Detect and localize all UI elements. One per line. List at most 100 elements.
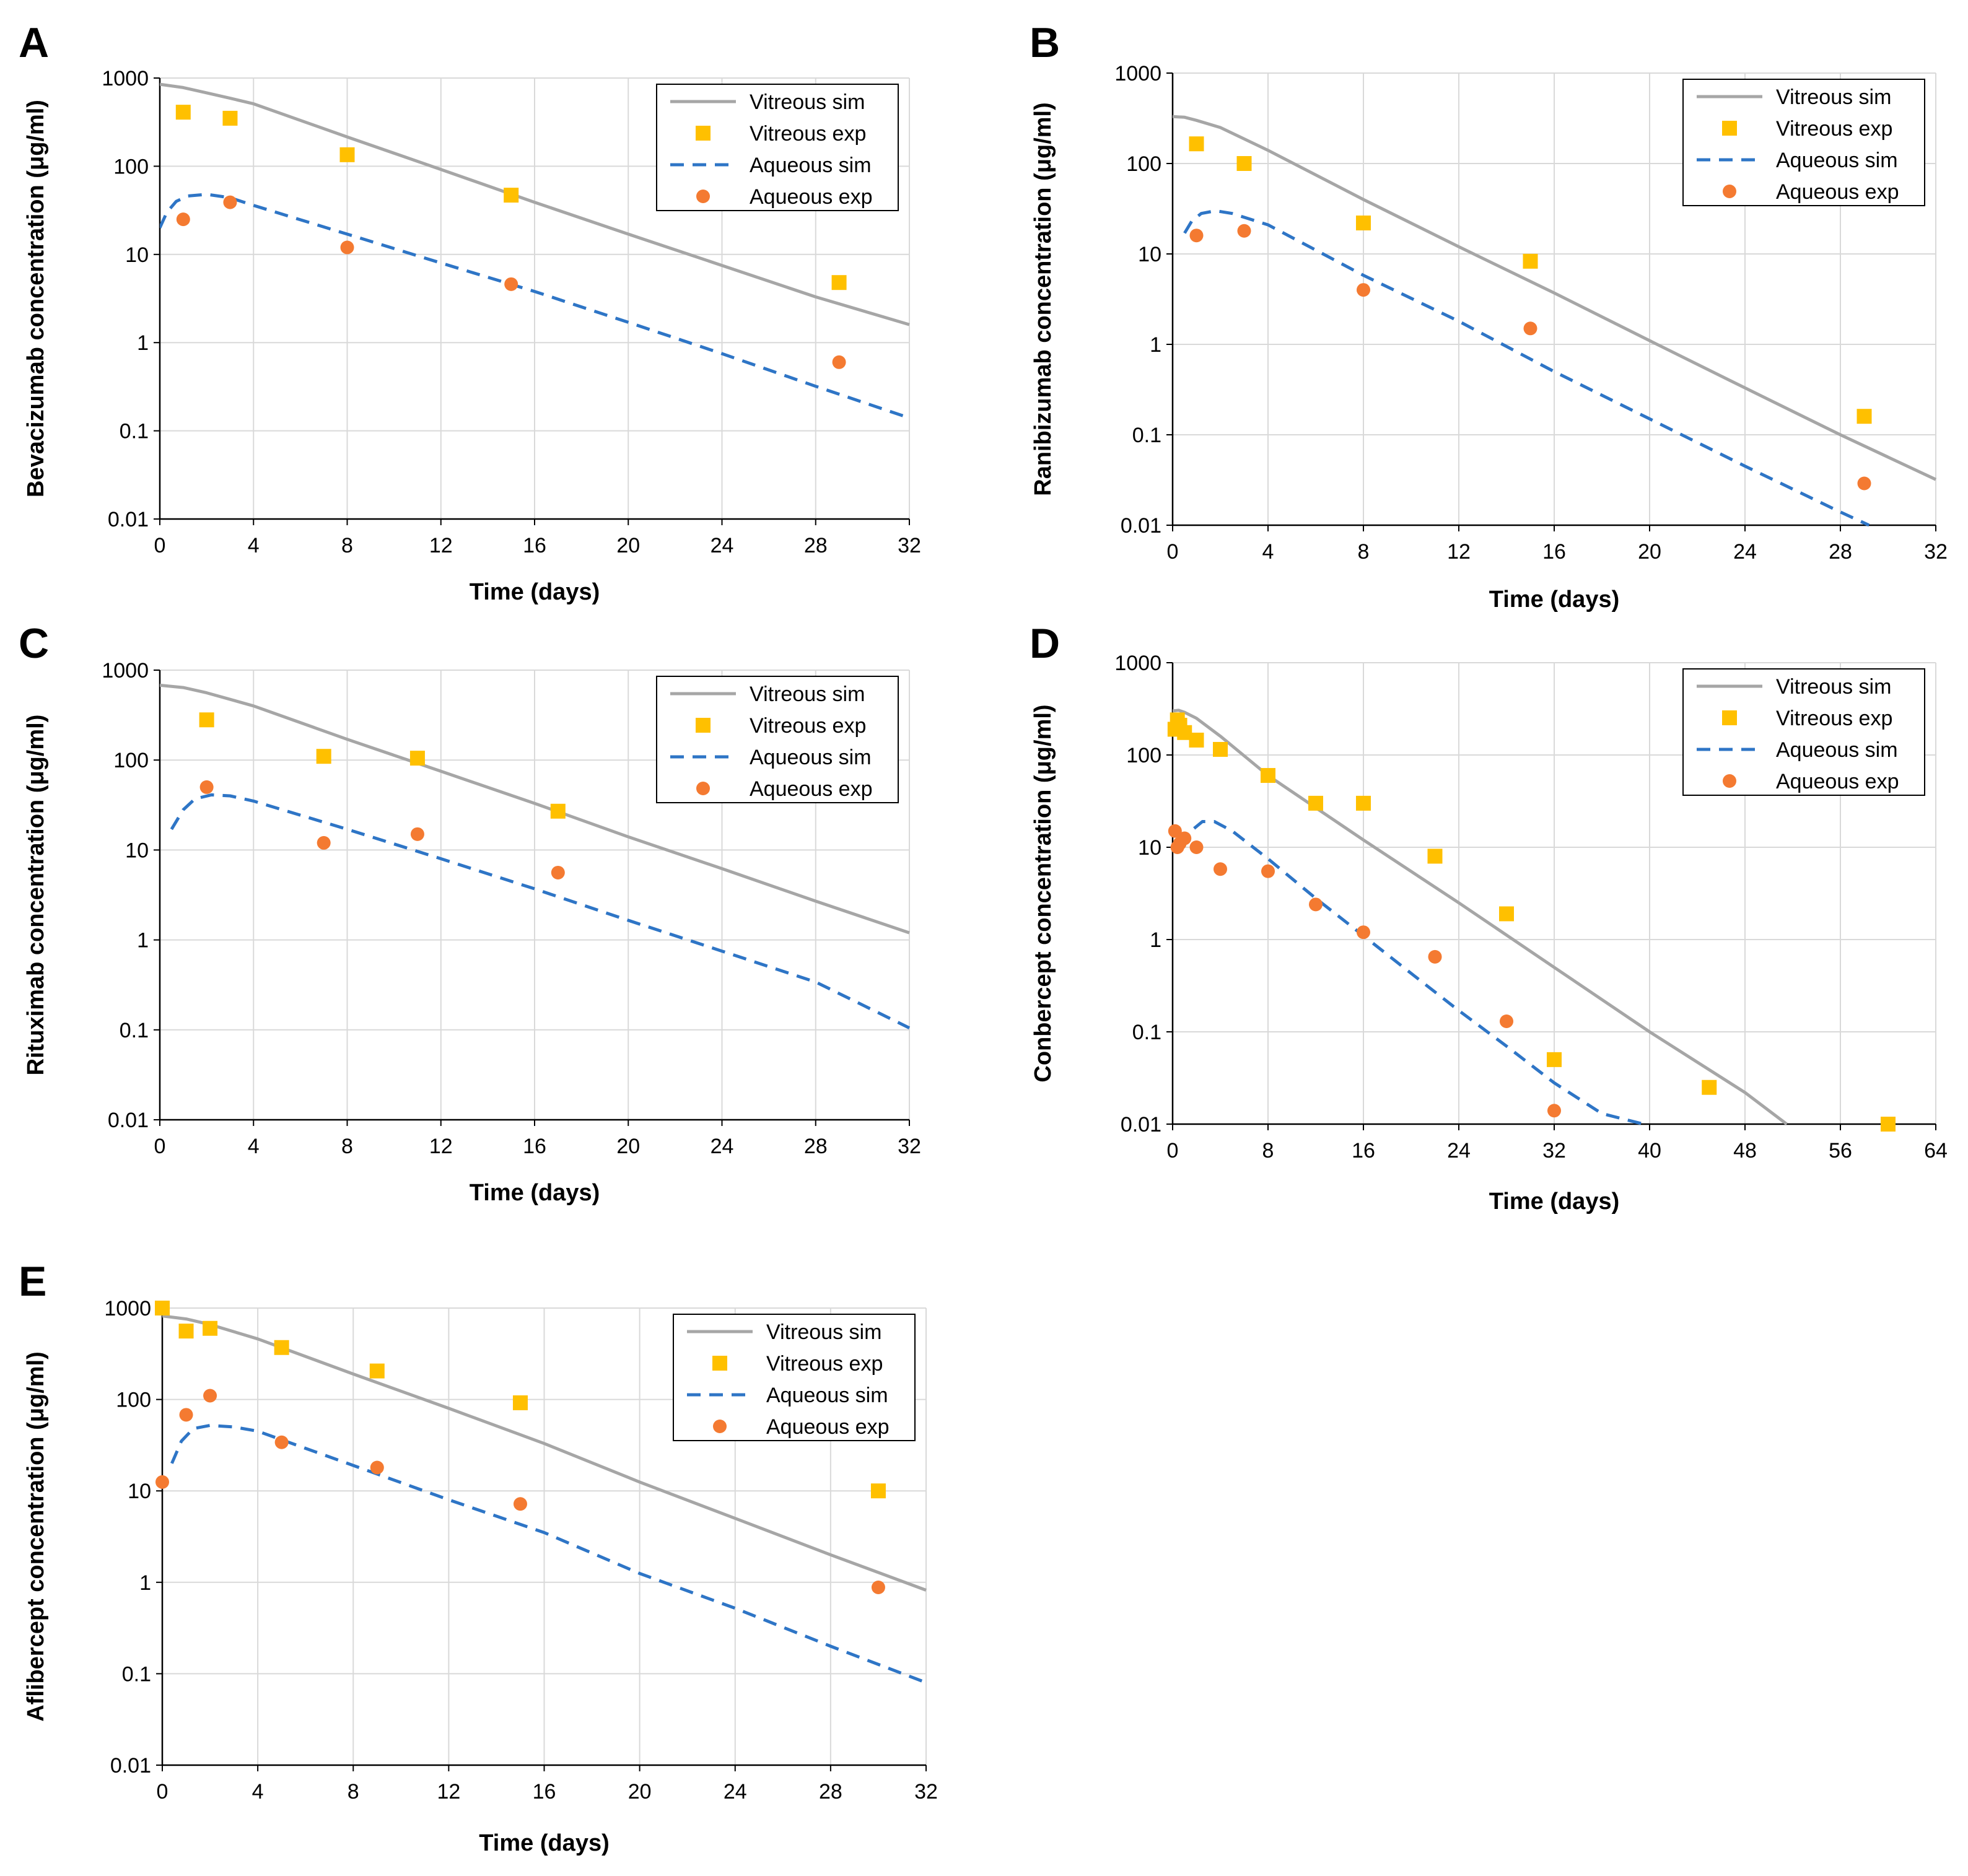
x-tick-label: 8	[1262, 1139, 1274, 1163]
y-tick-label: 1	[139, 1571, 151, 1595]
vitreous-exp-point	[409, 751, 425, 766]
y-tick-label: 0.1	[120, 1019, 149, 1042]
aqueous-exp-point	[1261, 864, 1275, 878]
aqueous-exp-point	[551, 865, 565, 879]
aqueous-sim-line	[1183, 209, 1870, 527]
legend-label: Vitreous exp	[1776, 707, 1892, 730]
legend-vitreous-exp-marker	[696, 126, 711, 141]
vitreous-exp-point	[339, 147, 355, 162]
y-axis-title: Bevacizumab concentration (μg/ml)	[23, 100, 49, 497]
legend-box	[656, 84, 899, 211]
x-tick-label: 8	[341, 1135, 353, 1158]
legend-label: Vitreous sim	[750, 90, 865, 114]
legend-label: Aqueous exp	[750, 185, 873, 209]
aqueous-exp-point	[176, 212, 190, 227]
panel-letter: D	[1030, 620, 1060, 667]
legend-label: Vitreous exp	[750, 122, 866, 146]
y-tick-label: 1000	[1114, 62, 1161, 85]
vitreous-exp-point	[512, 1395, 528, 1410]
x-tick-label: 8	[1358, 540, 1370, 564]
aqueous-exp-point	[1178, 831, 1192, 845]
legend-label: Aqueous sim	[1776, 149, 1898, 172]
legend-vitreous-exp-marker	[712, 1356, 727, 1371]
legend-box	[1682, 668, 1925, 796]
legend: Vitreous sim Vitreous exp Aqueous sim Aqueo…	[673, 1314, 916, 1441]
legend: Vitreous sim Vitreous exp Aqueous sim Aqueo…	[656, 676, 899, 803]
y-tick-label: 1	[137, 929, 149, 953]
y-tick-label: 0.1	[1132, 1021, 1161, 1044]
x-tick-label: 0	[154, 1135, 166, 1158]
chart-panel-d: D 0 8 16 24 32 40 48 56 64 0.01 0.1 1 10 100 1000 Time (…	[1030, 620, 1948, 1215]
vitreous-exp-point	[199, 712, 214, 728]
x-tick-label: 0	[1167, 540, 1179, 564]
y-tick-label: 1000	[102, 67, 149, 90]
panel-letter: E	[19, 1258, 46, 1305]
vitreous-exp-point	[1547, 1052, 1562, 1067]
x-axis-title: Time (days)	[479, 1830, 609, 1856]
aqueous-exp-point	[410, 827, 424, 841]
vitreous-exp-point	[369, 1363, 385, 1379]
x-tick-label: 64	[1924, 1139, 1948, 1163]
x-tick-label: 24	[711, 1135, 734, 1158]
legend: Vitreous sim Vitreous exp Aqueous sim Aqueo…	[1682, 668, 1925, 796]
x-tick-label: 0	[157, 1780, 168, 1804]
x-tick-label: 12	[429, 1135, 453, 1158]
aqueous-exp-point	[1309, 897, 1323, 912]
vitreous-exp-point	[550, 803, 566, 819]
y-tick-label: 10	[125, 839, 149, 862]
y-axis-title: Conbercept concentration (μg/ml)	[1030, 704, 1056, 1082]
y-tick-label: 100	[116, 1389, 151, 1412]
vitreous-exp-point	[1189, 136, 1204, 152]
legend-aqueous-exp-marker	[696, 782, 710, 795]
vitreous-sim-line	[162, 1314, 927, 1592]
x-tick-label: 56	[1829, 1139, 1852, 1163]
x-axis-title: Time (days)	[470, 579, 600, 605]
aqueous-exp-point	[274, 1435, 289, 1449]
legend-label: Aqueous sim	[766, 1384, 888, 1407]
y-tick-label: 10	[125, 243, 149, 267]
x-tick-label: 8	[341, 534, 353, 557]
vitreous-exp-point	[504, 188, 519, 203]
y-tick-label: 0.1	[122, 1662, 151, 1686]
x-tick-label: 24	[1733, 540, 1757, 564]
vitreous-exp-point	[1523, 253, 1538, 269]
legend-vitreous-exp-marker	[1722, 710, 1737, 725]
y-tick-label: 0.01	[108, 508, 149, 531]
panel-letter: B	[1030, 19, 1060, 66]
y-axis-title: Rituximab concentration (μg/ml)	[23, 715, 49, 1076]
legend-label: Vitreous sim	[766, 1320, 881, 1344]
aqueous-exp-point	[1168, 824, 1182, 838]
aqueous-exp-point	[179, 1408, 193, 1422]
aqueous-exp-point	[1189, 229, 1204, 243]
legend: Vitreous sim Vitreous exp Aqueous sim Aqueo…	[1682, 79, 1925, 206]
x-tick-label: 0	[1167, 1139, 1179, 1163]
legend-label: Aqueous sim	[1776, 738, 1898, 762]
chart-panel-c: C 0 4 8 12 16 20 24 28 32 0.01 0.1 1 10 100 1000 Time (d…	[19, 620, 921, 1206]
x-tick-label: 12	[437, 1780, 460, 1804]
aqueous-exp-point	[340, 240, 354, 255]
legend-label: Aqueous exp	[766, 1415, 890, 1439]
legend-label: Aqueous exp	[1776, 180, 1899, 204]
y-tick-label: 100	[1126, 152, 1161, 176]
x-tick-label: 0	[154, 534, 166, 557]
x-tick-label: 28	[804, 534, 828, 557]
x-tick-label: 40	[1638, 1139, 1661, 1163]
aqueous-exp-point	[871, 1580, 885, 1594]
x-tick-label: 24	[711, 534, 734, 557]
legend-box	[1682, 79, 1925, 206]
legend-aqueous-exp-marker	[713, 1420, 727, 1433]
y-axis-title: Ranibizumab concentration (μg/ml)	[1030, 102, 1056, 496]
x-tick-label: 16	[533, 1780, 556, 1804]
vitreous-sim-line	[1173, 115, 1937, 481]
aqueous-exp-point	[1189, 840, 1204, 854]
aqueous-exp-point	[1500, 1014, 1513, 1029]
vitreous-exp-point	[1499, 906, 1514, 922]
legend-label: Vitreous sim	[1776, 85, 1891, 109]
vitreous-sim-line	[160, 683, 910, 935]
aqueous-exp-point	[1547, 1104, 1561, 1118]
aqueous-exp-point	[199, 780, 214, 794]
y-tick-label: 1000	[104, 1297, 151, 1320]
vitreous-exp-point	[155, 1301, 170, 1315]
vitreous-exp-point	[1189, 732, 1204, 748]
y-tick-label: 100	[113, 749, 149, 772]
